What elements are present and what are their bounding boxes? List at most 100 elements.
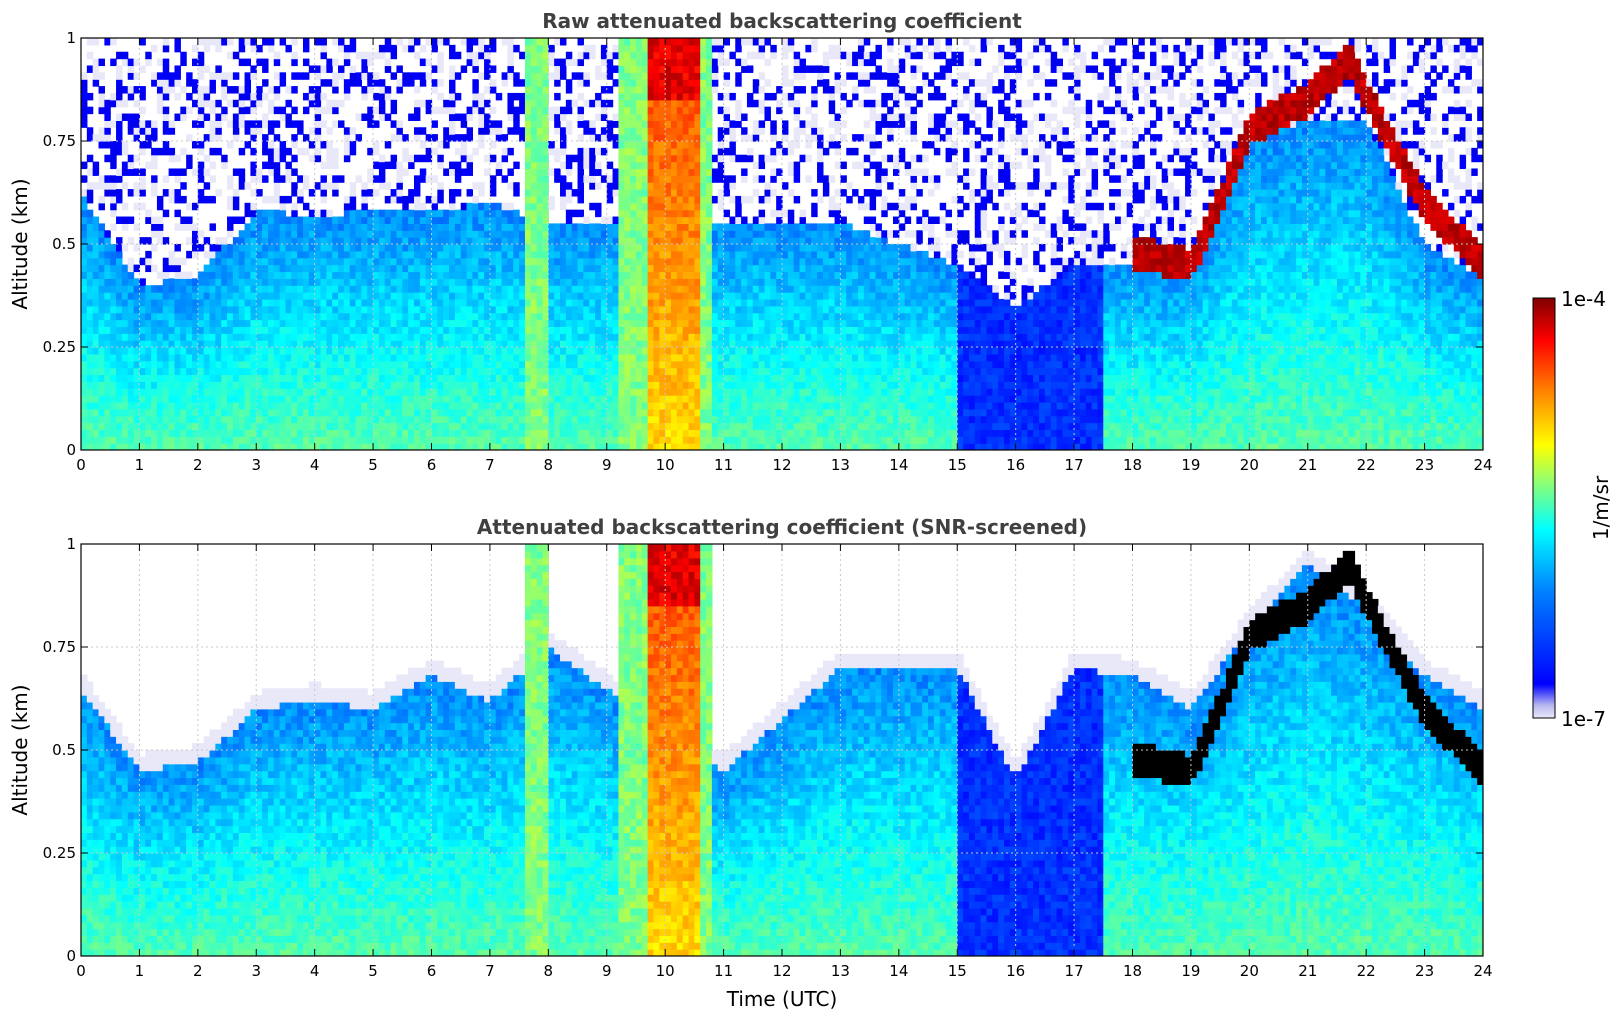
heatmap-cell bbox=[542, 367, 549, 376]
heatmap-cell bbox=[653, 58, 660, 67]
heatmap-cell bbox=[408, 271, 415, 279]
heatmap-cell bbox=[501, 353, 509, 362]
heatmap-cell bbox=[630, 120, 637, 128]
heatmap-cell bbox=[600, 44, 608, 53]
heatmap-cell bbox=[641, 120, 649, 128]
heatmap-cell bbox=[665, 374, 672, 382]
heatmap-cell bbox=[635, 395, 643, 403]
heatmap-cell bbox=[501, 443, 509, 450]
heatmap-cell bbox=[355, 340, 362, 348]
heatmap-cell bbox=[688, 319, 695, 327]
heatmap-cell bbox=[156, 202, 164, 211]
heatmap-cell bbox=[466, 340, 473, 348]
heatmap-cell bbox=[191, 237, 199, 245]
heatmap-cell bbox=[501, 134, 509, 142]
heatmap-cell bbox=[191, 244, 199, 252]
heatmap-cell bbox=[449, 436, 456, 444]
heatmap-cell bbox=[191, 353, 199, 362]
heatmap-cell bbox=[227, 381, 234, 389]
heatmap-cell bbox=[484, 285, 491, 293]
heatmap-cell bbox=[244, 202, 252, 211]
heatmap-cell bbox=[536, 51, 544, 60]
heatmap-cell bbox=[267, 230, 275, 238]
heatmap-cell bbox=[688, 79, 695, 87]
heatmap-cell bbox=[402, 388, 409, 396]
heatmap-cell bbox=[513, 182, 520, 190]
heatmap-cell bbox=[595, 374, 602, 382]
heatmap-cell bbox=[162, 298, 170, 307]
heatmap-cell bbox=[641, 237, 649, 245]
heatmap-cell bbox=[215, 415, 222, 424]
heatmap-cell bbox=[519, 79, 526, 87]
heatmap-cell bbox=[460, 120, 468, 128]
heatmap-cell bbox=[513, 189, 520, 197]
heatmap-cell bbox=[624, 175, 631, 183]
heatmap-cell bbox=[320, 381, 327, 389]
heatmap-cell bbox=[495, 120, 503, 128]
heatmap-cell bbox=[624, 250, 631, 259]
heatmap-cell bbox=[536, 353, 544, 362]
heatmap-cell bbox=[565, 326, 573, 334]
heatmap-cell bbox=[489, 278, 497, 286]
heatmap-cell bbox=[647, 216, 655, 224]
heatmap-cell bbox=[373, 353, 380, 362]
heatmap-cell bbox=[665, 264, 672, 273]
heatmap-cell bbox=[338, 264, 345, 273]
heatmap-cell bbox=[180, 312, 187, 321]
heatmap-cell bbox=[361, 340, 368, 348]
heatmap-cell bbox=[110, 429, 117, 437]
heatmap-cell bbox=[297, 147, 304, 156]
heatmap-cell bbox=[676, 72, 684, 80]
heatmap-cell bbox=[156, 360, 164, 369]
heatmap-cell bbox=[665, 92, 672, 101]
heatmap-cell bbox=[542, 244, 549, 252]
heatmap-cell bbox=[332, 388, 339, 396]
heatmap-cell bbox=[308, 408, 316, 417]
heatmap-cell bbox=[174, 360, 181, 369]
heatmap-cell bbox=[513, 443, 520, 450]
heatmap-cell bbox=[676, 264, 684, 273]
heatmap-cell bbox=[232, 244, 240, 252]
heatmap-cell bbox=[560, 237, 567, 245]
heatmap-cell bbox=[244, 298, 252, 307]
heatmap-cell bbox=[600, 298, 608, 307]
heatmap-cell bbox=[390, 189, 398, 197]
heatmap-cell bbox=[145, 333, 152, 341]
heatmap-cell bbox=[262, 429, 269, 437]
heatmap-cell bbox=[449, 395, 456, 403]
heatmap-cell bbox=[326, 429, 333, 437]
heatmap-cell bbox=[454, 360, 462, 369]
heatmap-cell bbox=[256, 353, 263, 362]
heatmap-cell bbox=[273, 353, 281, 362]
heatmap-cell bbox=[501, 154, 509, 163]
heatmap-cell bbox=[256, 120, 263, 128]
heatmap-cell bbox=[449, 216, 456, 224]
heatmap-cell bbox=[361, 237, 368, 245]
heatmap-cell bbox=[250, 237, 257, 245]
heatmap-cell bbox=[110, 161, 117, 170]
heatmap-cell bbox=[484, 401, 491, 410]
heatmap-cell bbox=[630, 154, 637, 163]
heatmap-cell bbox=[419, 298, 427, 307]
heatmap-cell bbox=[121, 182, 129, 190]
heatmap-cell bbox=[454, 374, 462, 382]
heatmap-cell bbox=[688, 175, 695, 183]
heatmap-cell bbox=[320, 388, 327, 396]
heatmap-cell bbox=[197, 189, 205, 197]
heatmap-cell bbox=[349, 443, 357, 450]
heatmap-cell bbox=[589, 223, 596, 231]
heatmap-cell bbox=[478, 141, 485, 149]
heatmap-cell bbox=[577, 182, 584, 190]
heatmap-cell bbox=[367, 436, 374, 444]
heatmap-cell bbox=[472, 395, 479, 403]
heatmap-cell bbox=[589, 353, 596, 362]
heatmap-cell bbox=[402, 340, 409, 348]
heatmap-cell bbox=[361, 401, 368, 410]
heatmap-cell bbox=[524, 161, 532, 170]
heatmap-cell bbox=[402, 422, 409, 430]
heatmap-cell bbox=[221, 285, 228, 293]
heatmap-cell bbox=[279, 257, 287, 266]
heatmap-cell bbox=[682, 72, 690, 80]
heatmap-cell bbox=[589, 244, 596, 252]
heatmap-cell bbox=[396, 408, 403, 417]
